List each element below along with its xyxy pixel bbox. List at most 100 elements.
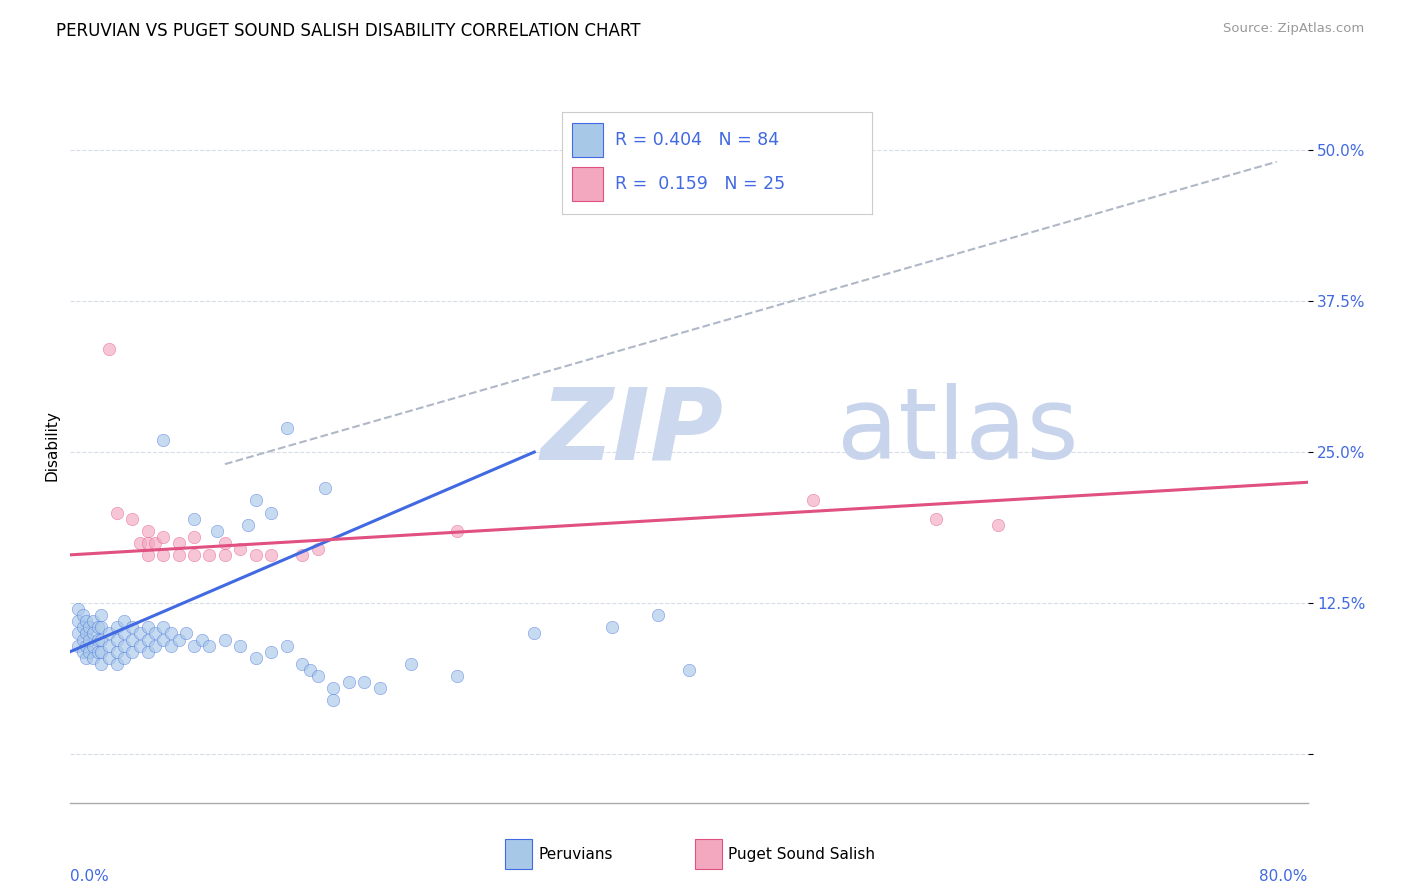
Point [82, 615, 105, 629]
Point [446, 524, 468, 538]
Point [98, 343, 120, 357]
Point [198, 639, 221, 653]
Point [647, 608, 669, 623]
Text: ZIP: ZIP [540, 384, 724, 480]
Point [276, 639, 298, 653]
Point [136, 632, 159, 647]
Point [160, 626, 183, 640]
Point [136, 548, 159, 562]
Point [129, 639, 152, 653]
Y-axis label: Disability: Disability [44, 410, 59, 482]
Point [678, 663, 700, 677]
Text: R =  0.159   N = 25: R = 0.159 N = 25 [614, 175, 785, 193]
Point [121, 511, 143, 525]
Point [136, 645, 159, 659]
Point [152, 548, 174, 562]
Point [291, 657, 314, 671]
Point [72, 620, 94, 634]
Point [136, 620, 159, 634]
Text: PERUVIAN VS PUGET SOUND SALISH DISABILITY CORRELATION CHART: PERUVIAN VS PUGET SOUND SALISH DISABILIT… [56, 22, 641, 40]
Point [145, 639, 166, 653]
Point [75, 639, 97, 653]
Point [307, 541, 329, 556]
Point [75, 650, 97, 665]
Point [121, 632, 143, 647]
Point [191, 632, 214, 647]
Point [152, 433, 174, 447]
Point [152, 620, 174, 634]
Point [105, 632, 128, 647]
Point [291, 548, 314, 562]
Point [925, 511, 948, 525]
Bar [572, 167, 603, 201]
Point [90, 608, 112, 623]
Point [67, 626, 90, 640]
Text: 0.0%: 0.0% [70, 870, 110, 884]
Point [72, 632, 94, 647]
Point [214, 548, 236, 562]
Text: R = 0.404   N = 84: R = 0.404 N = 84 [614, 131, 779, 149]
Text: 80.0%: 80.0% [1260, 870, 1308, 884]
Point [105, 506, 128, 520]
Point [987, 517, 1010, 532]
Point [600, 620, 623, 634]
Point [238, 517, 260, 532]
Point [87, 632, 110, 647]
Point [801, 493, 824, 508]
Point [114, 650, 135, 665]
Point [77, 620, 100, 634]
Point [67, 639, 90, 653]
Text: Source: ZipAtlas.com: Source: ZipAtlas.com [1223, 22, 1364, 36]
Point [446, 669, 468, 683]
Point [72, 645, 94, 659]
Point [77, 645, 100, 659]
Point [183, 639, 205, 653]
Point [183, 511, 205, 525]
Point [160, 639, 183, 653]
Point [114, 615, 135, 629]
Point [114, 639, 135, 653]
Point [145, 535, 166, 549]
Point [353, 674, 375, 689]
Point [167, 632, 190, 647]
Point [229, 541, 252, 556]
Point [90, 632, 112, 647]
Text: atlas: atlas [838, 384, 1078, 480]
Point [114, 626, 135, 640]
Point [98, 639, 120, 653]
Text: Puget Sound Salish: Puget Sound Salish [728, 847, 876, 862]
Point [90, 645, 112, 659]
Point [214, 632, 236, 647]
Point [67, 602, 90, 616]
Point [98, 626, 120, 640]
Bar [695, 839, 721, 869]
Text: Peruvians: Peruvians [538, 847, 613, 862]
Point [90, 657, 112, 671]
Point [260, 506, 283, 520]
Point [75, 615, 97, 629]
Point [77, 632, 100, 647]
Point [67, 615, 90, 629]
Point [183, 530, 205, 544]
Point [207, 524, 229, 538]
Point [368, 681, 391, 695]
Point [174, 626, 197, 640]
Point [152, 530, 174, 544]
Point [136, 524, 159, 538]
Point [82, 626, 105, 640]
Point [299, 663, 322, 677]
Point [75, 626, 97, 640]
Point [307, 669, 329, 683]
Point [105, 645, 128, 659]
Point [399, 657, 422, 671]
Point [129, 535, 152, 549]
Point [121, 645, 143, 659]
Point [229, 639, 252, 653]
Bar [505, 839, 531, 869]
Point [245, 650, 267, 665]
Point [105, 657, 128, 671]
Point [167, 548, 190, 562]
Point [152, 632, 174, 647]
Point [276, 421, 298, 435]
Point [315, 481, 337, 495]
